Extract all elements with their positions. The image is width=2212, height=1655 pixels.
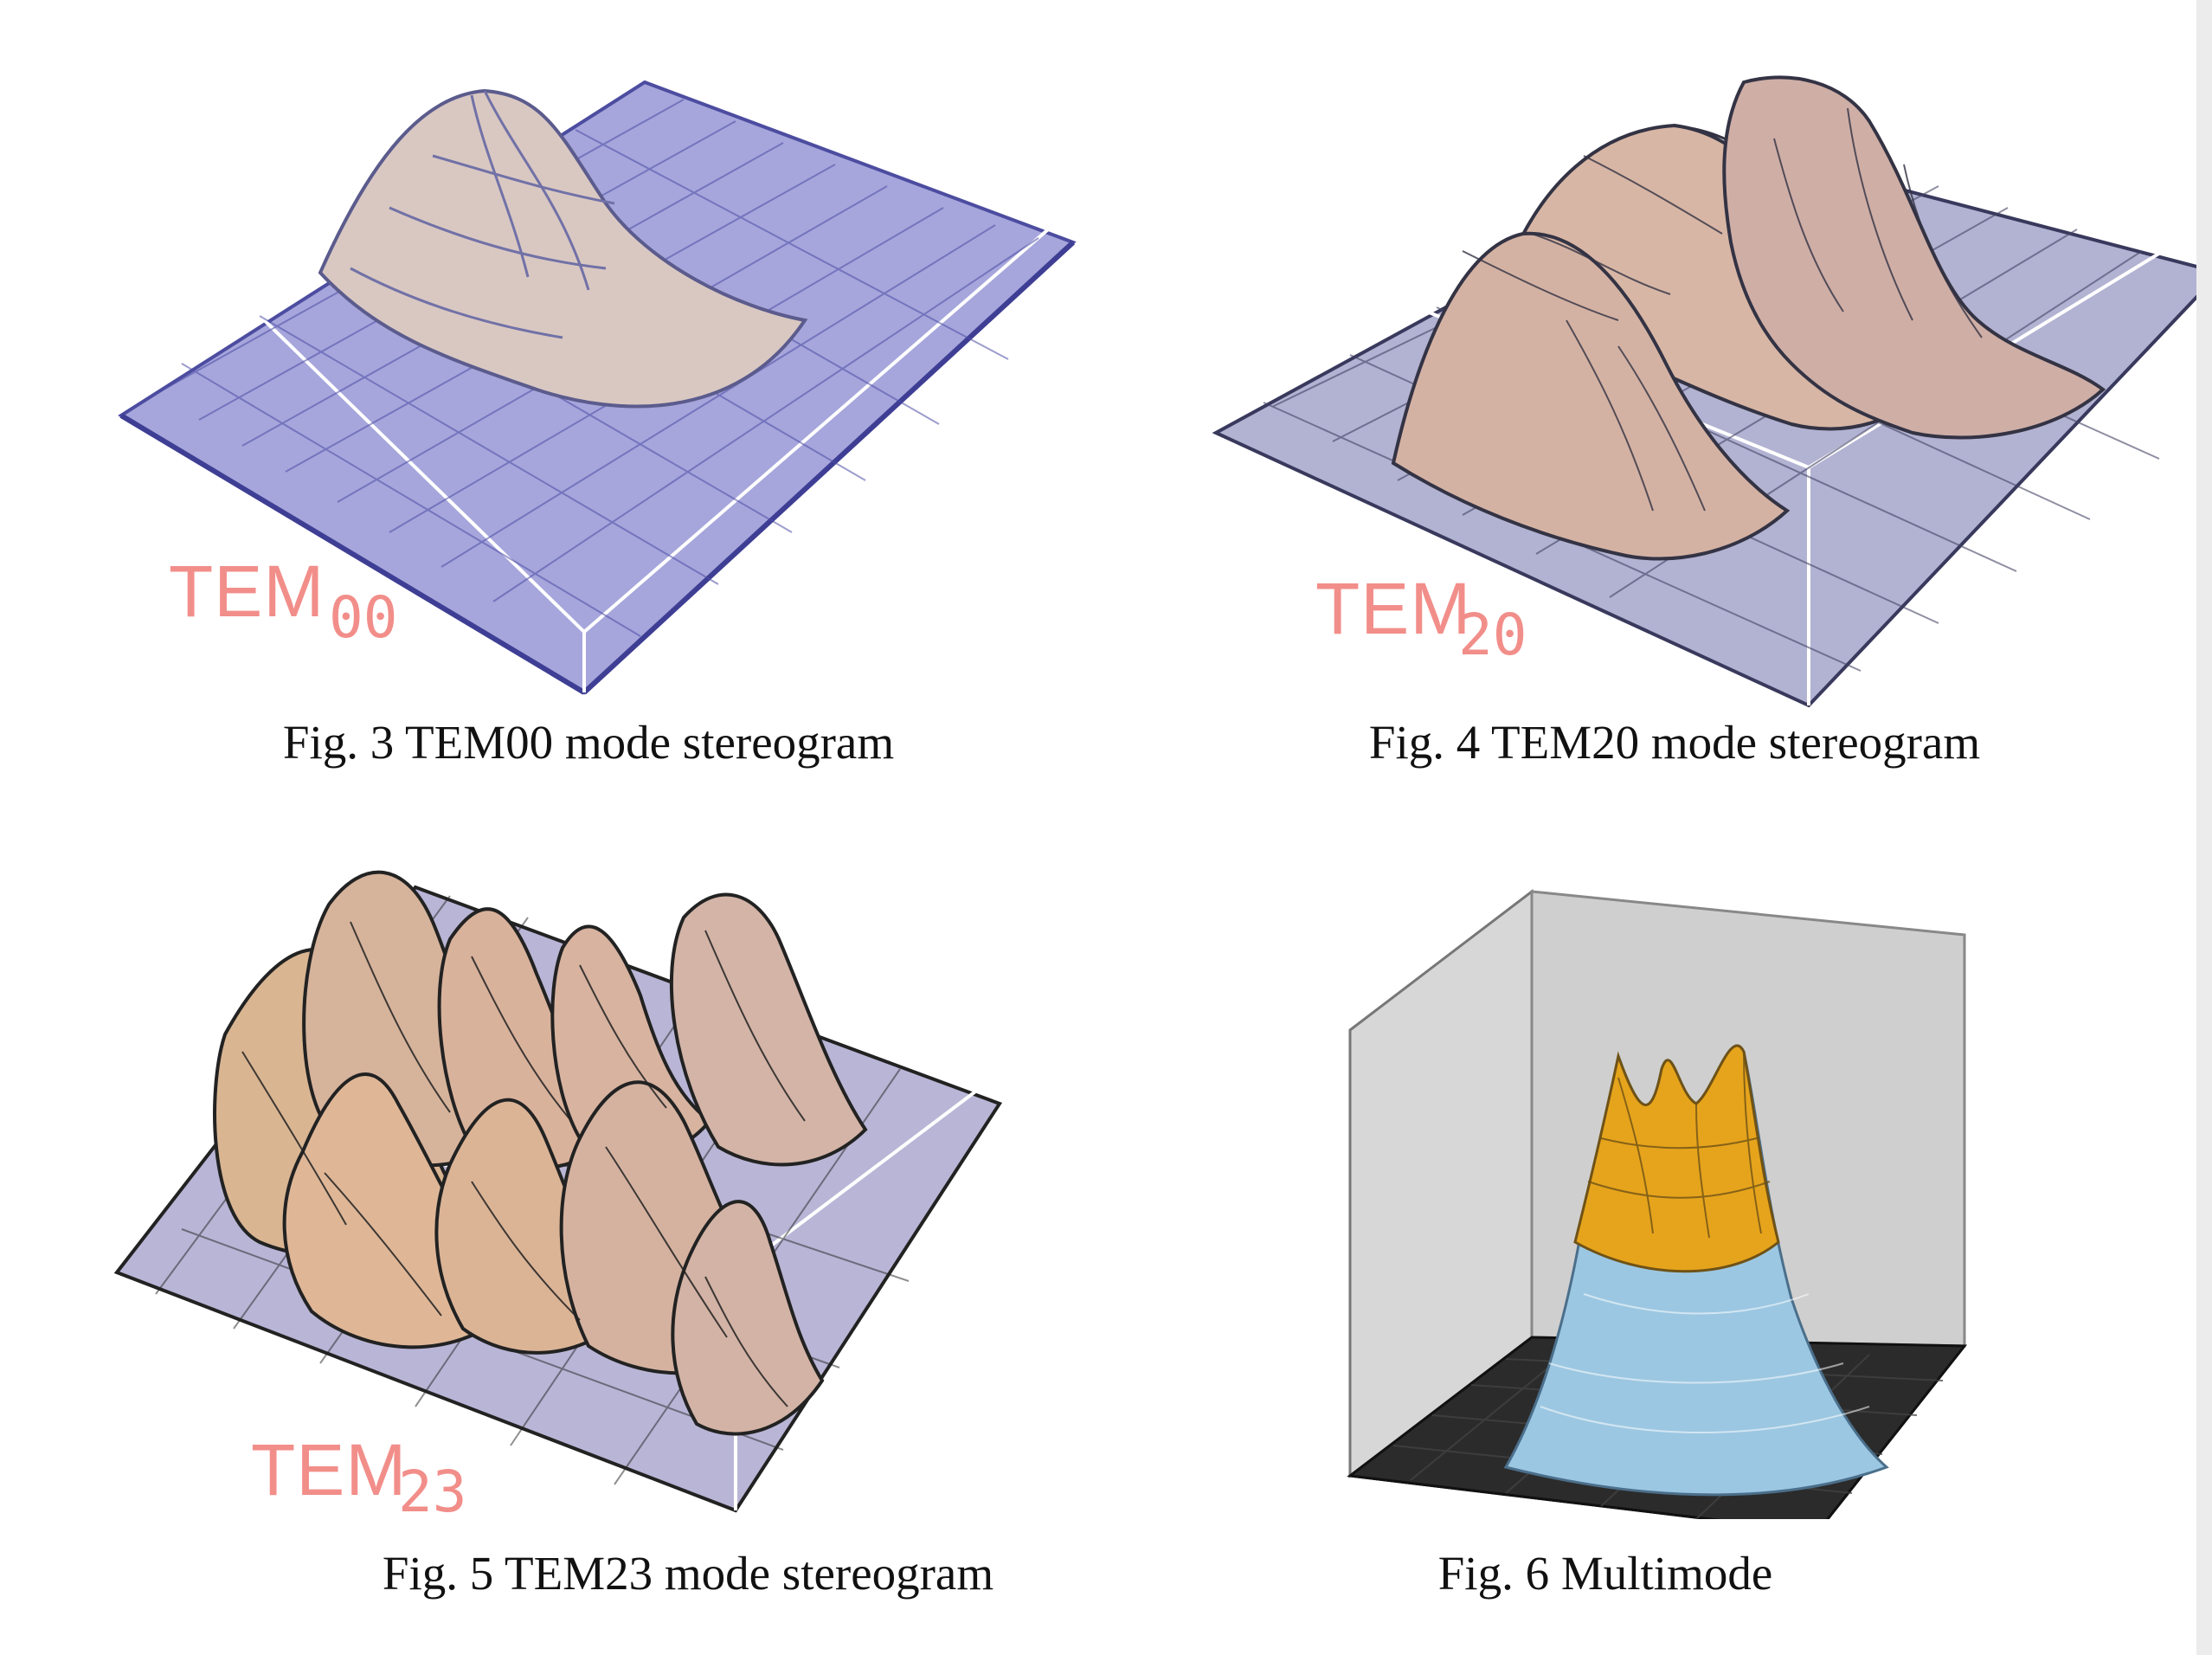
tem00-surface-plot <box>118 80 1077 695</box>
mode-label: TEM <box>251 1429 408 1510</box>
mode-label-subscript: 20 <box>1458 602 1527 668</box>
figure-caption: Fig. 6 Multimode <box>1437 1547 1773 1600</box>
mode-label: TEM <box>1315 568 1472 649</box>
figure-caption: Fig. 3 TEM00 mode stereogram <box>282 716 895 769</box>
mode-label-subscript: 23 <box>398 1459 467 1525</box>
mode-label-subscript: 00 <box>329 584 398 651</box>
figure-caption: Fig. 4 TEM20 mode stereogram <box>1368 716 1981 769</box>
figure-6: Fig. 6 Multimode <box>1134 809 2198 1597</box>
mode-label: TEM <box>169 551 325 632</box>
figure-5: TEM 23 Fig. 5 TEM23 mode stereogram <box>78 809 1142 1597</box>
multimode-surface-plot <box>1347 888 1968 1519</box>
figure-4: TEM 20 Fig. 4 TEM20 mode stereogram <box>1134 61 2198 770</box>
figure-3: TEM 00 Fig. 3 TEM00 mode stereogram <box>78 61 1142 770</box>
figure-caption: Fig. 5 TEM23 mode stereogram <box>382 1547 994 1600</box>
tem23-surface-plot <box>113 870 1003 1513</box>
right-edge-strip <box>2196 0 2212 1655</box>
tem20-surface-plot <box>1212 75 2198 708</box>
